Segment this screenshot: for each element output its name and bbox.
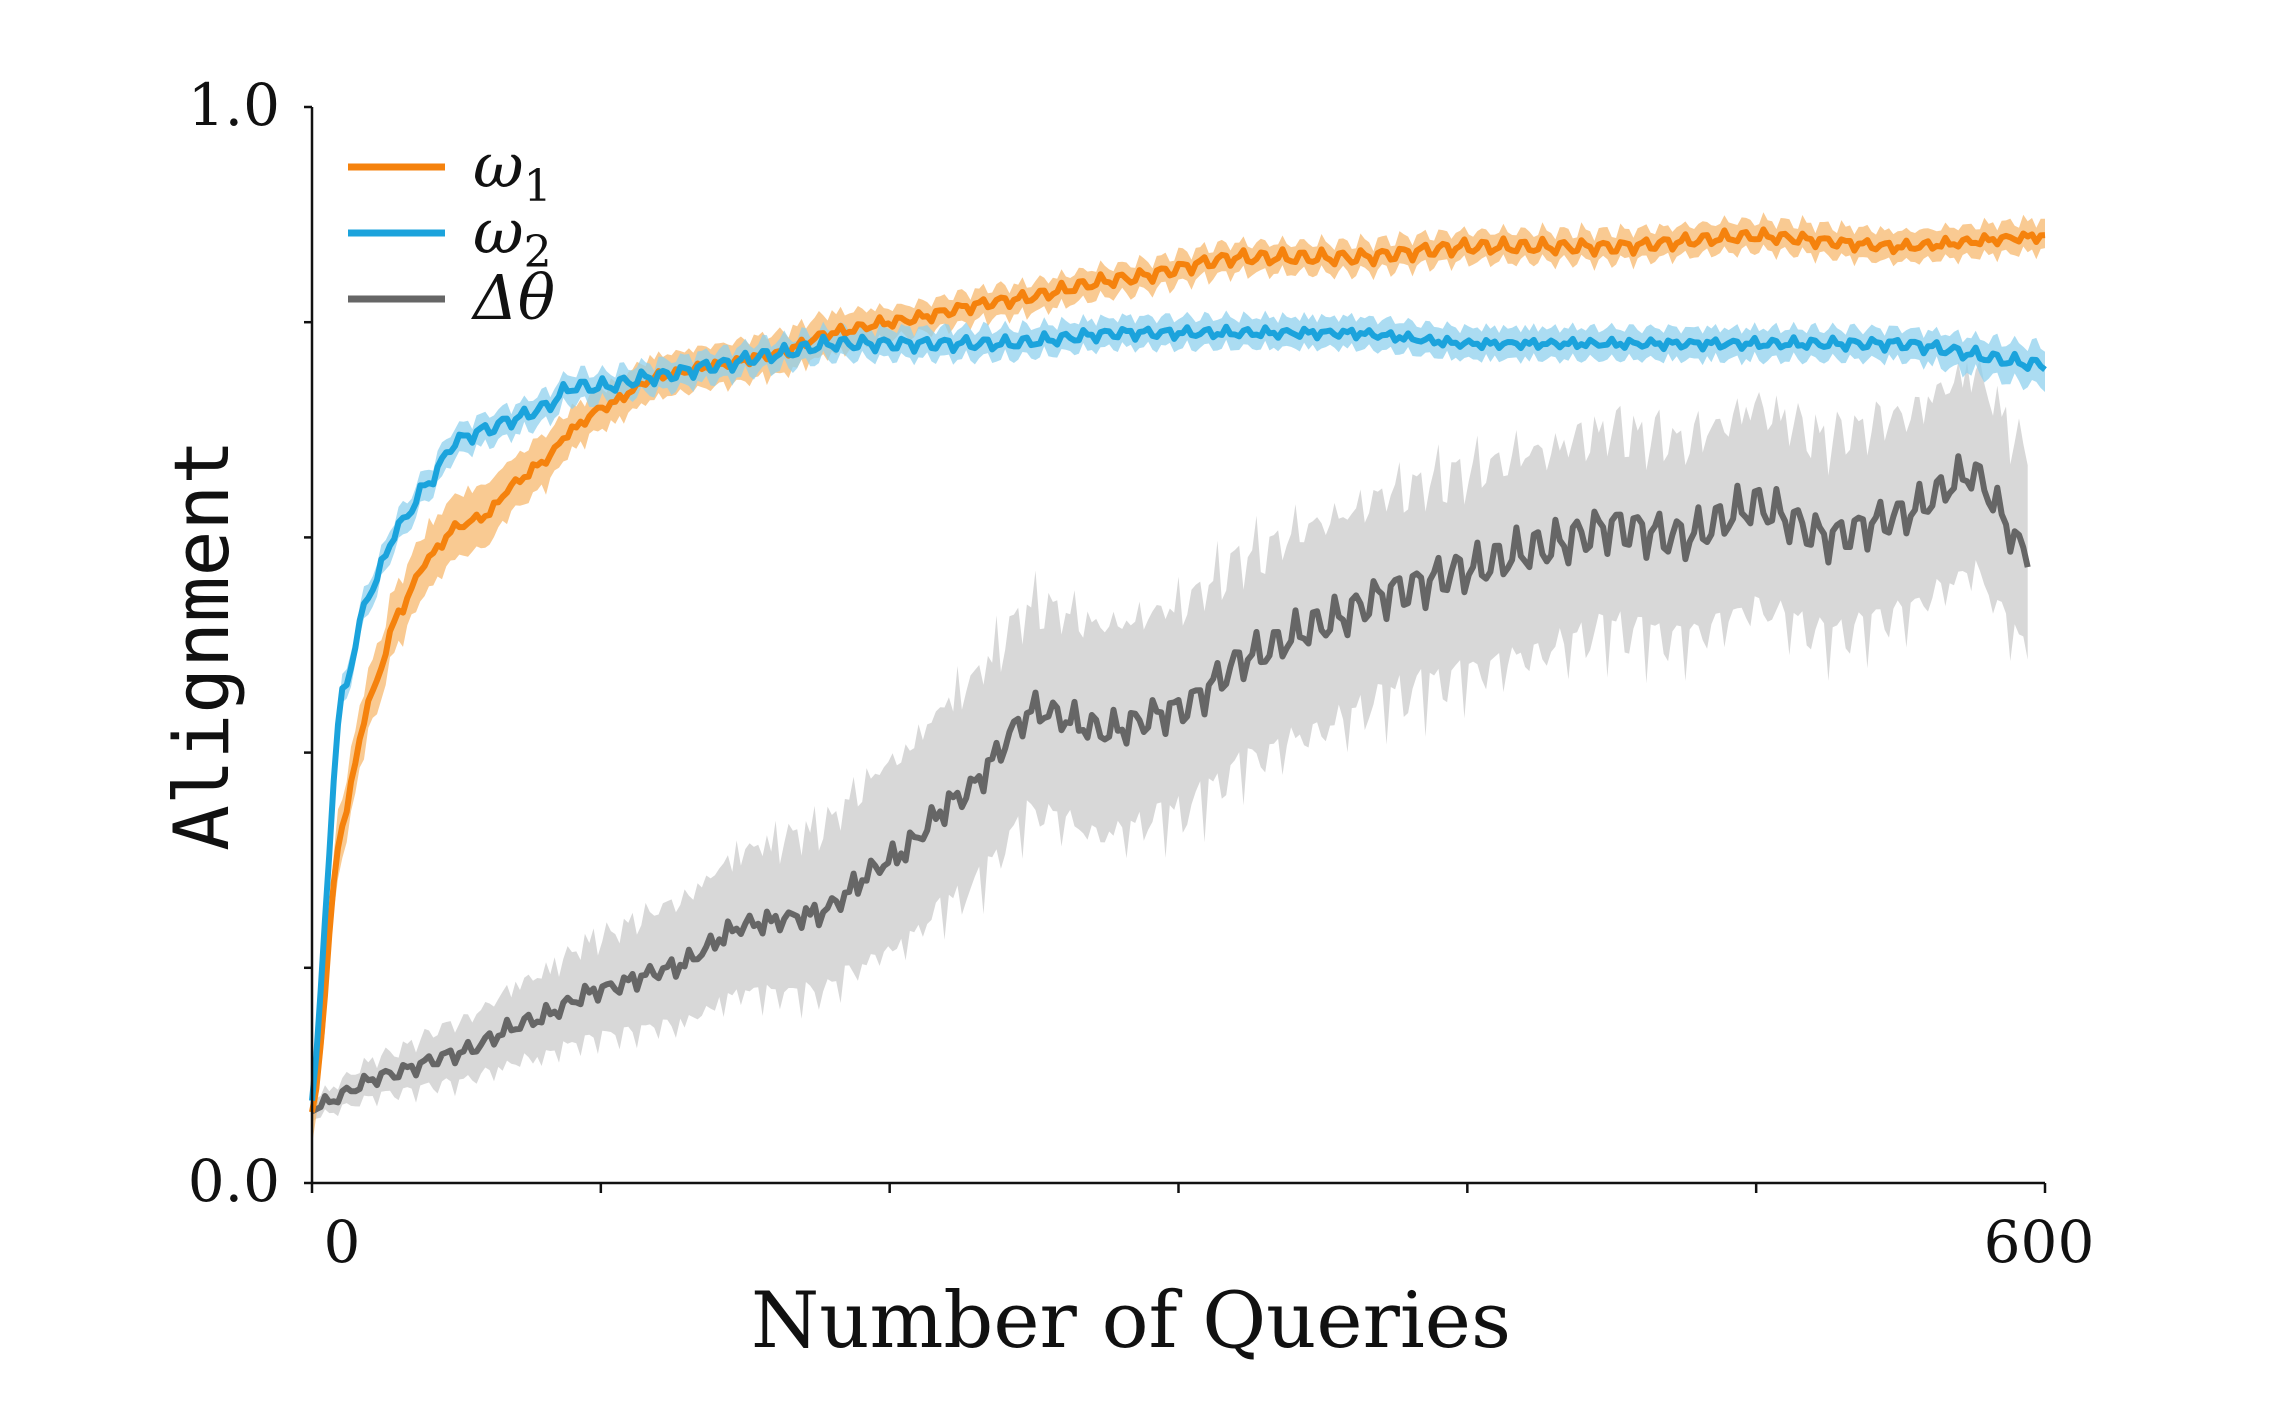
y-tick-labels: 0.0 1.0 — [188, 71, 280, 1215]
band-series-3 — [312, 359, 2028, 1122]
line-series-2 — [309, 323, 2047, 1101]
series-lines — [309, 226, 2047, 1115]
y-tick-label-1: 1.0 — [188, 71, 280, 139]
x-tick-label-0: 0 — [324, 1208, 361, 1276]
legend-label-1: ω1 — [473, 129, 552, 212]
x-tick-label-1: 600 — [1984, 1208, 2095, 1276]
legend-label-2: ω2 — [473, 195, 552, 278]
x-ticks — [310, 1183, 2047, 1193]
y-ticks — [304, 105, 312, 1185]
y-tick-label-0: 0.0 — [188, 1147, 280, 1215]
legend-label-3: Δθ — [471, 261, 555, 334]
line-series-1 — [309, 226, 2046, 1113]
x-axis-label: Number of Queries — [751, 1276, 1511, 1366]
x-tick-labels: 0 600 — [324, 1208, 2095, 1276]
y-axis-label: Alignment — [157, 439, 246, 851]
line-series-3 — [310, 453, 2031, 1115]
